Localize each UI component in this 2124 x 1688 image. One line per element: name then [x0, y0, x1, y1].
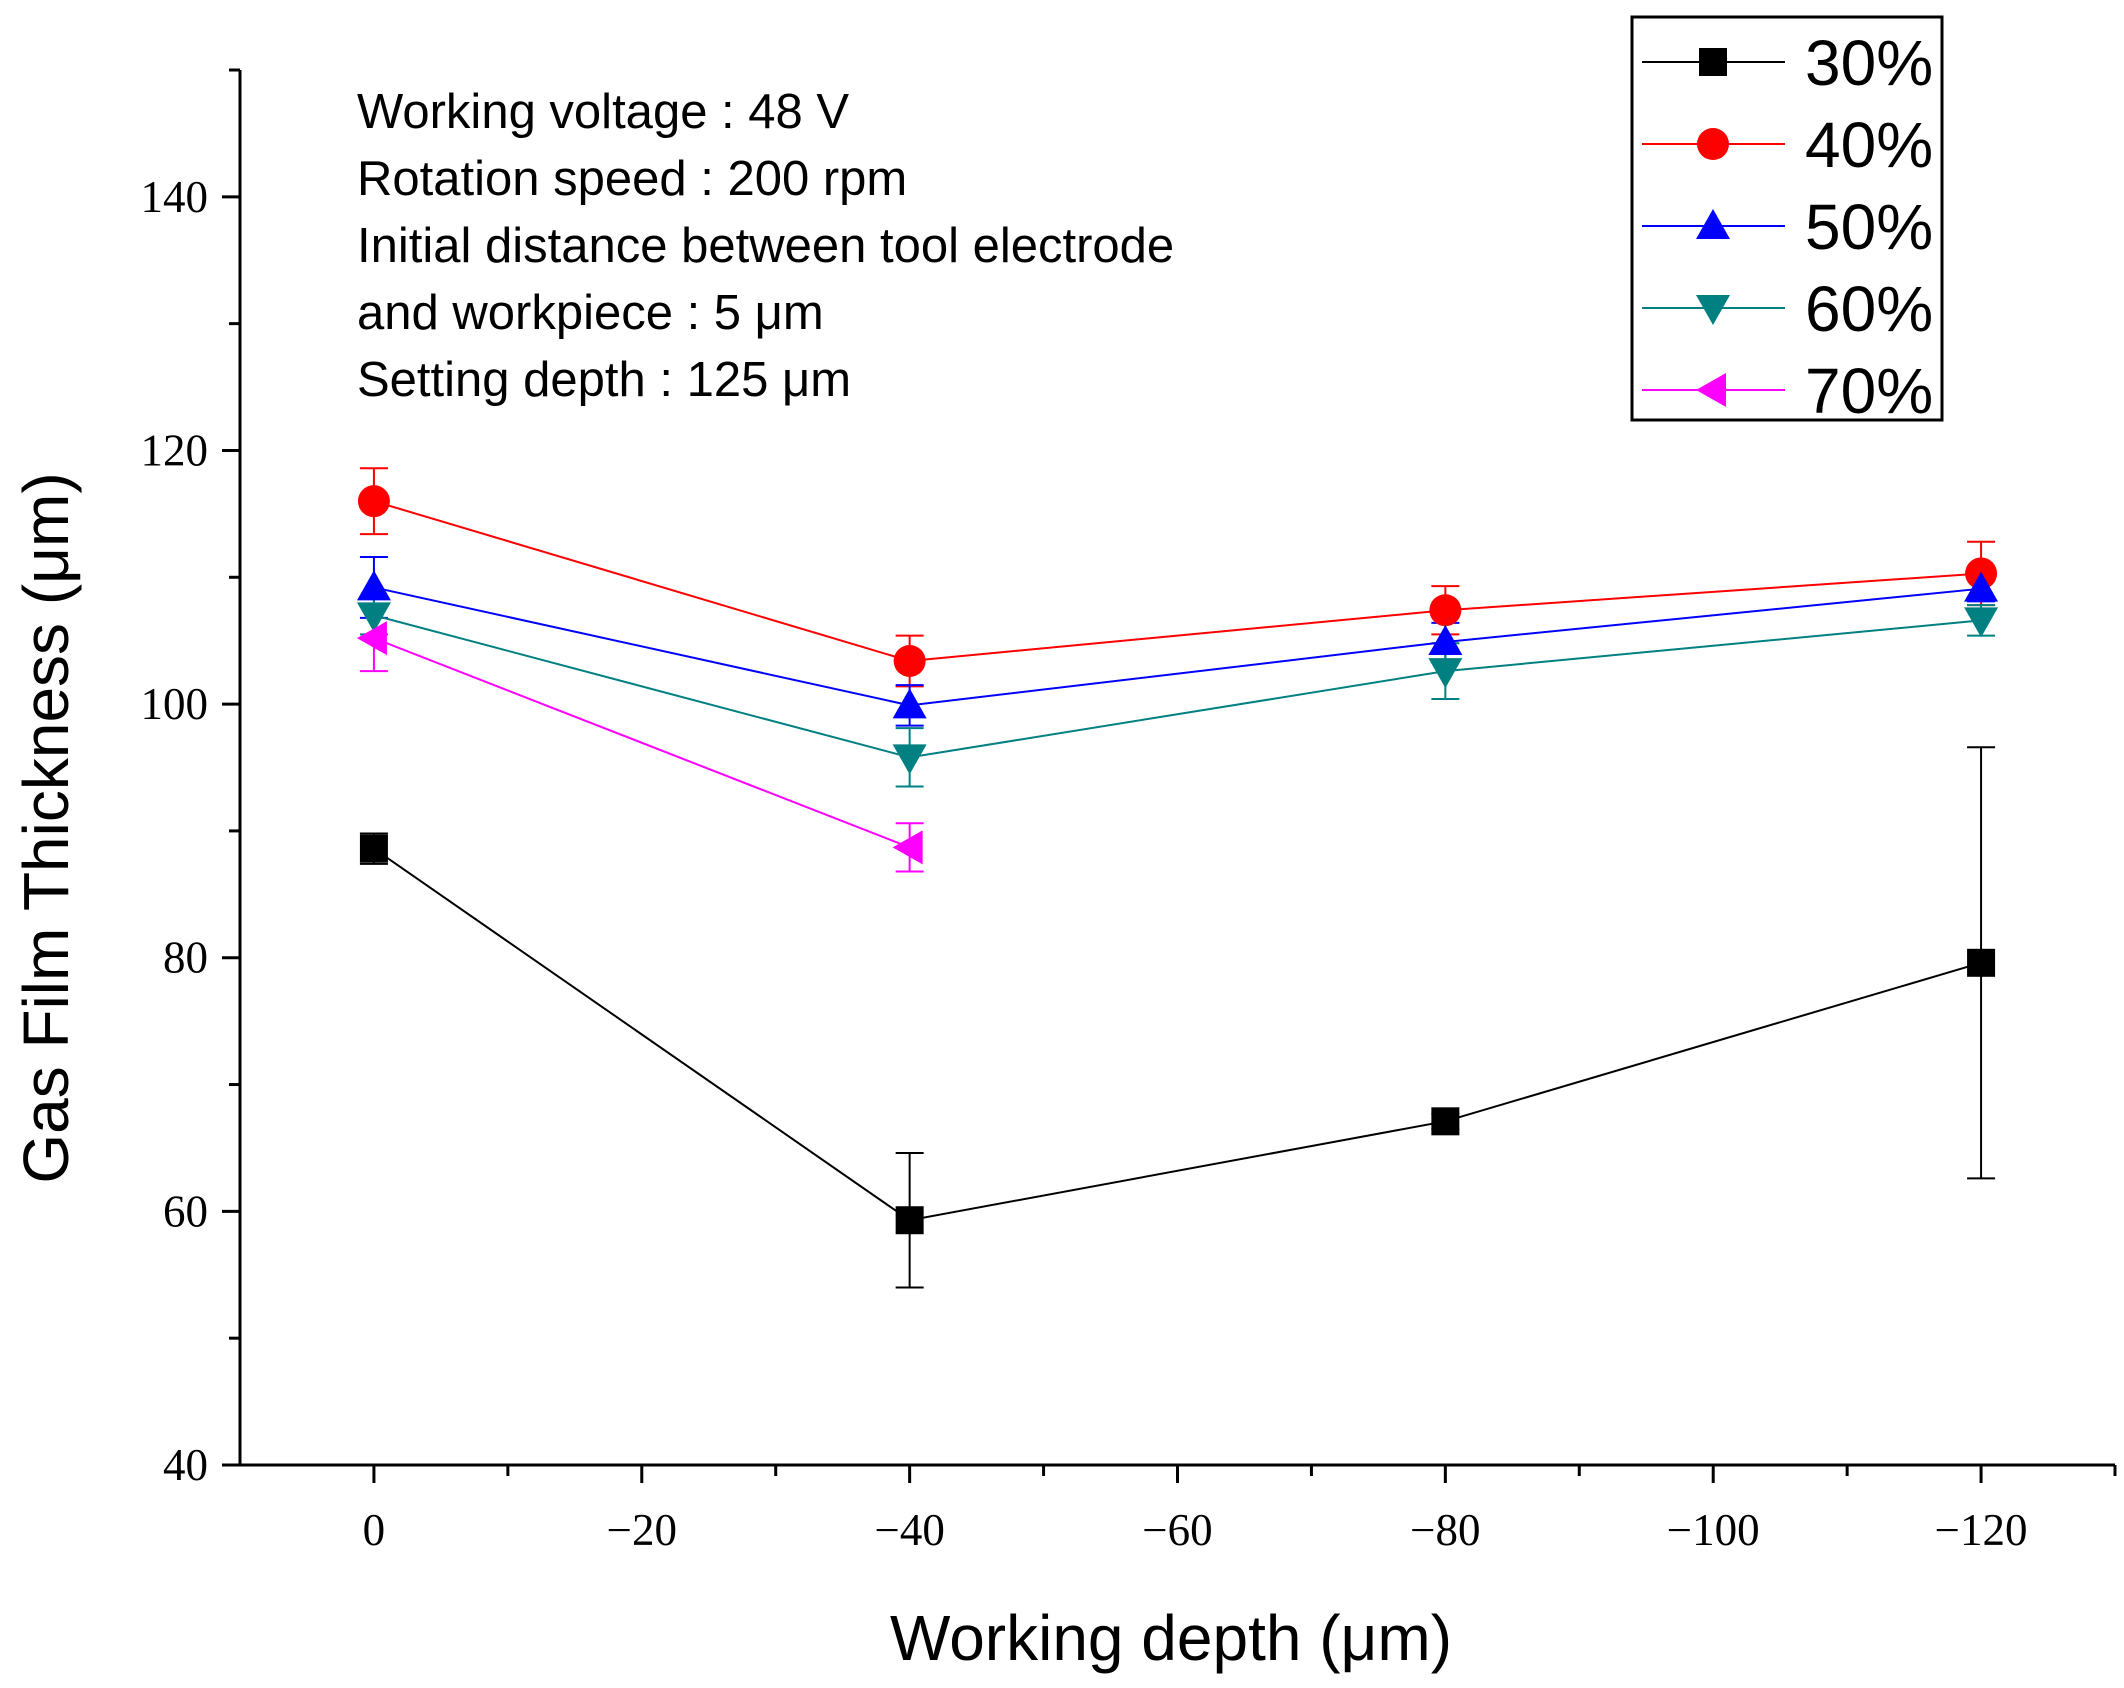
y-tick-label: 120: [141, 425, 209, 475]
annotation-line: Rotation speed : 200 rpm: [357, 152, 907, 206]
data-point-50pct: [356, 570, 391, 601]
data-point-60pct: [892, 744, 927, 775]
legend-marker: [1697, 128, 1729, 160]
data-point-50pct: [1428, 624, 1463, 655]
x-axis-title: Working depth (μm): [890, 1602, 1452, 1674]
y-tick-label: 140: [141, 172, 209, 222]
data-point-30pct: [895, 1206, 924, 1235]
series-markers: [356, 485, 1999, 1235]
y-tick-label: 80: [163, 933, 208, 983]
legend-label: 30%: [1805, 27, 1933, 99]
data-point-50pct: [1964, 571, 1999, 602]
series-line-60pct: [373, 614, 1982, 759]
data-point-70pct: [892, 830, 923, 865]
data-point-30pct: [1967, 948, 1996, 977]
data-point-30pct: [1431, 1107, 1460, 1136]
y-axis-title: Gas Film Thickness (μm): [10, 472, 82, 1183]
legend-marker: [1696, 209, 1730, 239]
legend: 30% 40% 50% 60% 70%: [1630, 15, 1944, 427]
legend-label: 50%: [1805, 191, 1933, 263]
x-tick-label: 0: [363, 1505, 386, 1555]
legend-marker: [1696, 373, 1726, 407]
x-tick-label: −100: [1667, 1505, 1760, 1555]
legend-label: 60%: [1805, 273, 1933, 345]
annotation-line: and workpiece : 5 μm: [357, 286, 824, 340]
legend-label: 70%: [1805, 355, 1933, 427]
annotation-block: Working voltage : 48 V Rotation speed : 2…: [357, 85, 1174, 407]
x-tick-label: −40: [874, 1505, 944, 1555]
x-tick-label: −20: [607, 1505, 677, 1555]
data-point-60pct: [1964, 607, 1999, 638]
annotation-line: Working voltage : 48 V: [357, 85, 849, 139]
x-tick-label: −120: [1935, 1505, 2028, 1555]
data-point-60pct: [356, 602, 391, 633]
legend-marker: [1699, 48, 1727, 76]
data-point-70pct: [356, 621, 387, 656]
y-tick-label: 60: [163, 1186, 208, 1236]
series-line-50pct: [373, 586, 1982, 707]
data-point-50pct: [892, 688, 927, 719]
series-line-40pct: [373, 500, 1982, 662]
data-point-40pct: [1429, 594, 1462, 627]
axes: 40 60 80 100 120 140 0 −20 −40 −60 −80 −100 −120: [141, 68, 2117, 1555]
data-point-30pct: [359, 834, 388, 863]
series-lines: [373, 500, 1982, 1222]
error-bars: [359, 467, 1996, 1289]
x-tick-label: −60: [1142, 1505, 1212, 1555]
legend-marker: [1696, 295, 1730, 325]
y-tick-label: 100: [141, 679, 209, 729]
data-point-40pct: [357, 485, 390, 518]
y-tick-label: 40: [163, 1440, 208, 1490]
x-tick-label: −80: [1410, 1505, 1480, 1555]
legend-label: 40%: [1805, 109, 1933, 181]
series-line-30pct: [373, 847, 1982, 1222]
series-line-70pct: [373, 637, 911, 849]
legend-box: [1630, 15, 1944, 422]
data-point-40pct: [893, 644, 926, 677]
data-point-60pct: [1428, 658, 1463, 689]
annotation-line: Setting depth : 125 μm: [357, 353, 851, 407]
annotation-line: Initial distance between tool electrode: [357, 219, 1174, 273]
